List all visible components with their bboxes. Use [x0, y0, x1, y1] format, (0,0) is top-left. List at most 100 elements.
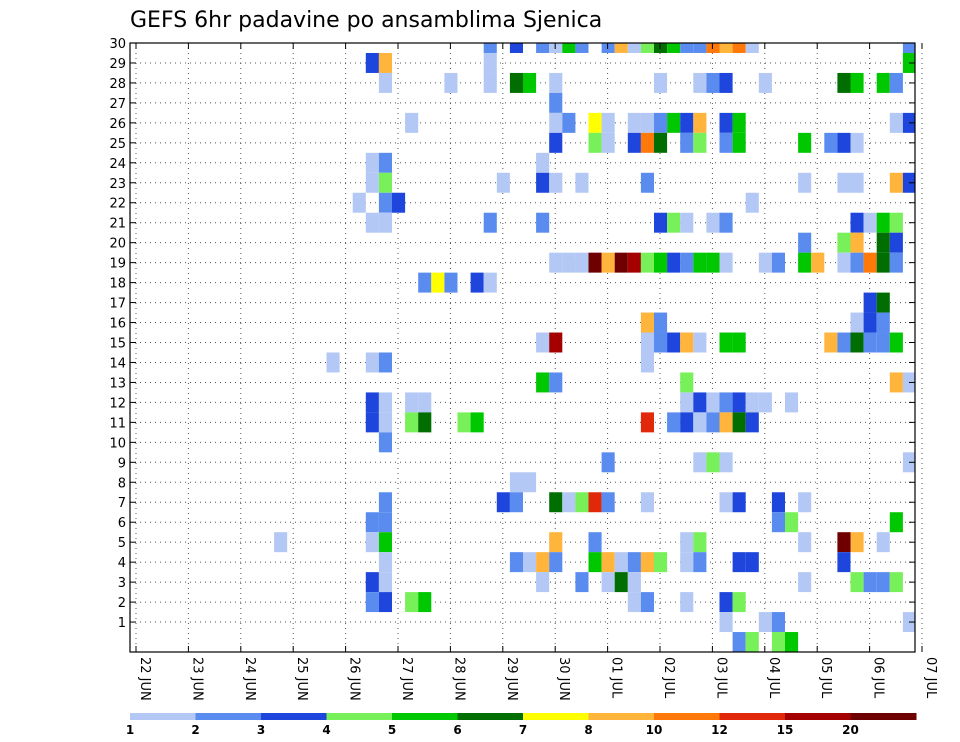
cell-m4-t47 — [745, 552, 759, 573]
cell-m27-t32 — [549, 92, 563, 113]
cell-m4-t38 — [627, 552, 641, 573]
cell-m11-t25 — [457, 412, 471, 433]
xtick-label-8: 30 JUN — [556, 657, 571, 701]
cell-m5-t11 — [274, 532, 288, 553]
colorbar-swatch-1 — [130, 713, 196, 720]
cell-m28-t40 — [654, 72, 668, 93]
ytick-label-30: 30 — [109, 37, 126, 52]
cell-m19-t51 — [798, 252, 812, 273]
cell-m21-t44 — [706, 212, 720, 233]
cell-m4-t54 — [837, 552, 851, 573]
ytick-label-22: 22 — [109, 197, 126, 212]
cell-m26-t32 — [549, 112, 563, 133]
cell-m17-t57 — [876, 292, 890, 313]
ytick-label-25: 25 — [109, 137, 126, 152]
cell-m5-t54 — [837, 532, 851, 553]
cell-m5-t42 — [680, 532, 694, 553]
ytick-label-1: 1 — [118, 616, 126, 631]
cell-m4-t32 — [549, 552, 563, 573]
cell-m16-t56 — [863, 312, 877, 333]
cell-m3-t58 — [889, 572, 903, 593]
cell-m2-t45 — [719, 592, 733, 613]
colorbar-label-7: 7 — [519, 723, 527, 737]
cell-m12-t18 — [365, 392, 379, 413]
cell-m15-t31 — [536, 332, 550, 353]
cell-m4-t35 — [588, 552, 602, 573]
cell-m7-t35 — [588, 492, 602, 513]
cell-m26-t40 — [654, 112, 668, 133]
cell-m28-t57 — [876, 72, 890, 93]
cell-m12-t43 — [693, 392, 707, 413]
cell-m28-t54 — [837, 72, 851, 93]
cell-m2-t46 — [732, 592, 746, 613]
cell-m11-t18 — [365, 412, 379, 433]
heatmap-cells — [274, 43, 915, 652]
cell-m26-t41 — [667, 112, 681, 133]
cell-m30-t32 — [549, 43, 563, 53]
cell-m25-t39 — [640, 132, 654, 153]
cell-m30-t37 — [614, 43, 628, 53]
cell-m5-t35 — [588, 532, 602, 553]
cell-m21-t41 — [667, 212, 681, 233]
cell-m15-t55 — [850, 332, 864, 353]
cell-m18-t27 — [483, 272, 497, 293]
cell-m4-t31 — [536, 552, 550, 573]
cell-m3-t19 — [378, 572, 392, 593]
cell-m6-t58 — [889, 512, 903, 533]
cell-m21-t55 — [850, 212, 864, 233]
cell-m15-t46 — [732, 332, 746, 353]
cell-m28-t43 — [693, 72, 707, 93]
cell-m19-t58 — [889, 252, 903, 273]
cell-m12-t46 — [732, 392, 746, 413]
cell-m5-t51 — [798, 532, 812, 553]
cell-m7-t29 — [509, 492, 523, 513]
cell-m23-t28 — [496, 172, 510, 193]
colorbar-swatch-7 — [523, 713, 589, 720]
cell-m29-t19 — [378, 52, 392, 73]
cell-m15-t58 — [889, 332, 903, 353]
cell-m28-t27 — [483, 72, 497, 93]
colorbar-label-10: 10 — [646, 723, 663, 737]
cell-m5-t19 — [378, 532, 392, 553]
cell-m7-t46 — [732, 492, 746, 513]
cell-m19-t57 — [876, 252, 890, 273]
cell-m12-t22 — [418, 392, 432, 413]
xtick-label-9: 01 JUL — [609, 657, 624, 699]
cell-m7-t33 — [562, 492, 576, 513]
cell-m15-t56 — [863, 332, 877, 353]
cell-m12-t47 — [745, 392, 759, 413]
cell-m23-t54 — [837, 172, 851, 193]
cell-m23-t34 — [575, 172, 589, 193]
cell-m22-t17 — [352, 192, 366, 213]
plot-frame — [129, 42, 916, 653]
cell-m15-t57 — [876, 332, 890, 353]
cell-m15-t53 — [824, 332, 838, 353]
cell-m30-t43 — [693, 43, 707, 53]
colorbar-swatch-2 — [195, 713, 262, 720]
cell-m30-t34 — [575, 43, 589, 53]
cell-m9-t59 — [902, 452, 915, 473]
cell-m28-t30 — [523, 72, 537, 93]
cell-m19-t33 — [562, 252, 576, 273]
cell-m6-t18 — [365, 512, 379, 533]
cell-m26-t46 — [732, 112, 746, 133]
cell-m25-t55 — [850, 132, 864, 153]
cell-m25-t53 — [824, 132, 838, 153]
cell-m2-t22 — [418, 592, 432, 613]
cell-m7-t32 — [549, 492, 563, 513]
cell-m25-t38 — [627, 132, 641, 153]
cell-m21-t40 — [654, 212, 668, 233]
cell-m30-t29 — [509, 43, 523, 53]
cell-m25-t40 — [654, 132, 668, 153]
cell-m1-t59 — [902, 612, 915, 633]
cell-m3-t18 — [365, 572, 379, 593]
ytick-label-2: 2 — [118, 596, 126, 611]
cell-m5-t57 — [876, 532, 890, 553]
cell-m29-t27 — [483, 52, 497, 73]
cell-m24-t31 — [536, 152, 550, 173]
cell-m28-t24 — [444, 72, 458, 93]
y-axis: 1234567891011121314151617181920212223242… — [109, 37, 915, 631]
cell-m19-t49 — [771, 252, 785, 273]
cell-m19-t54 — [837, 252, 851, 273]
